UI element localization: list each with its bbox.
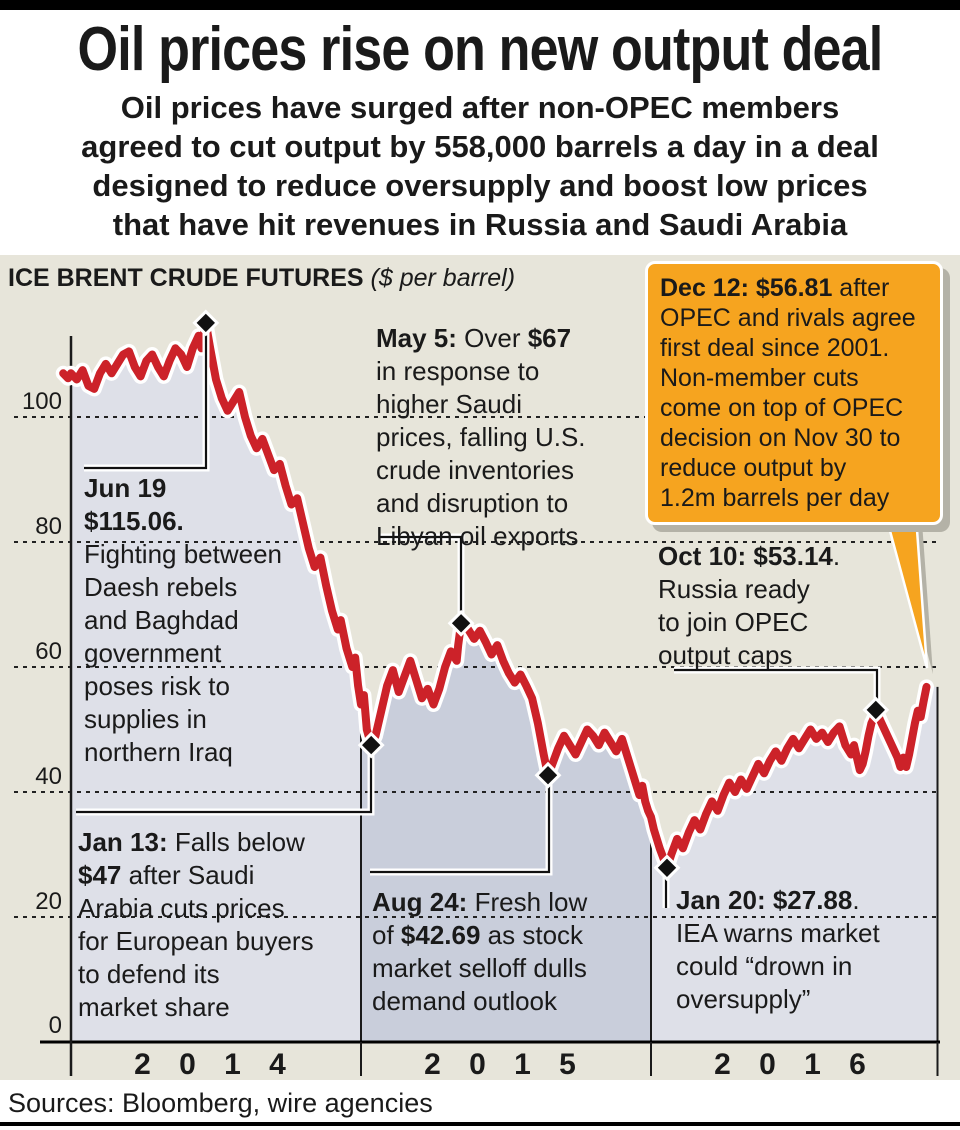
x-label-2014: 2 0 1 4	[134, 1048, 296, 1081]
chart-title-text: ICE BRENT CRUDE FUTURES	[8, 264, 364, 292]
y-tick-0: 0	[48, 1012, 62, 1039]
annotation-oct10: Oct 10: $53.14. Russia ready to join OPE…	[658, 541, 841, 670]
x-label-2016: 2 0 1 6	[714, 1048, 876, 1081]
y-tick-100: 100	[21, 388, 62, 415]
x-label-2015: 2 0 1 5	[424, 1048, 586, 1081]
callout-bubble-dec12: Dec 12: $56.81 after OPEC and rivals agr…	[645, 261, 943, 525]
annotation-aug24: Aug 24: Fresh low of $42.69 as stock mar…	[372, 887, 588, 1016]
annotation-may5: May 5: Over $67 in response to higher Sa…	[376, 323, 586, 551]
y-tick-40: 40	[35, 763, 62, 790]
sources-strip	[0, 1080, 960, 1130]
bottom-rule	[0, 1122, 960, 1126]
annotation-jan20: Jan 20: $27.88. IEA warns market could “…	[676, 885, 880, 1014]
page-title: Oil prices rise on new output deal	[77, 15, 884, 84]
page-subtitle: Oil prices have surged after non-OPEC me…	[81, 90, 879, 242]
annotation-jun19: Jun 19 $115.06. Fighting between Daesh r…	[84, 473, 283, 767]
y-tick-20: 20	[35, 888, 62, 915]
chart-unit-label: ($ per barrel)	[370, 264, 516, 292]
top-black-bar	[0, 0, 960, 10]
sources-text: Sources: Bloomberg, wire agencies	[8, 1088, 433, 1118]
y-tick-80: 80	[35, 513, 62, 540]
y-tick-60: 60	[35, 638, 62, 665]
chart-title: ICE BRENT CRUDE FUTURES ($ per barrel)	[8, 264, 515, 293]
annotation-jan13: Jan 13: Falls below $47 after Saudi Arab…	[78, 827, 314, 1022]
